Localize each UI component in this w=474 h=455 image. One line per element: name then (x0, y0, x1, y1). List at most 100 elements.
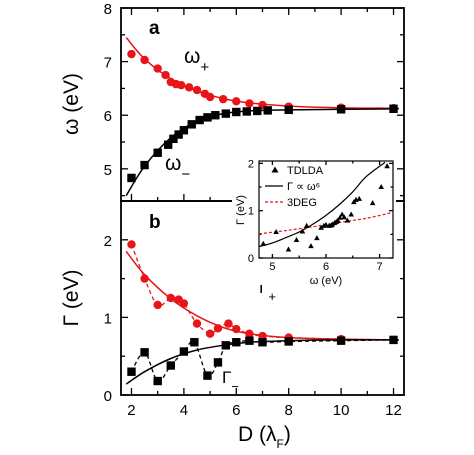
x-axis-label: D (λF) (238, 423, 291, 451)
data-point (140, 160, 149, 170)
panel-a-y-tick-labels: 5 6 7 8 (104, 1, 112, 179)
inset-x-tick-labels: 5 6 7 (269, 261, 382, 273)
x-tick-label: 7 (377, 261, 383, 273)
data-point (336, 336, 346, 345)
data-point (232, 324, 241, 334)
data-point (369, 200, 376, 206)
x-tick-label: 5 (269, 261, 275, 273)
panel-b-y-tick-labels: 0 1 2 (104, 233, 112, 405)
data-point (211, 111, 220, 120)
data-point (258, 338, 267, 347)
data-point (232, 97, 241, 106)
data-point (213, 324, 223, 333)
data-point (303, 222, 310, 228)
data-point (339, 211, 345, 217)
data-point (221, 341, 231, 350)
data-point (245, 336, 254, 345)
x-tick-label: 6 (232, 402, 240, 419)
x-tick-label: 2 (127, 402, 135, 419)
gamma-minus-label: Γ− (222, 368, 239, 394)
data-point (356, 195, 363, 201)
data-point (166, 293, 175, 303)
y-tick-label: 2 (248, 158, 254, 170)
data-point (284, 337, 293, 346)
data-point (263, 106, 272, 115)
data-point (195, 115, 204, 125)
data-point (232, 338, 241, 347)
data-point (153, 376, 162, 386)
data-point (192, 85, 202, 95)
data-point (260, 240, 267, 246)
data-point (153, 64, 162, 73)
data-point (177, 81, 186, 90)
legend-tdlda-marker (271, 166, 279, 173)
data-point (140, 348, 149, 357)
y-tick-label: 1 (104, 310, 112, 327)
data-point (140, 274, 149, 283)
data-point (153, 148, 162, 157)
data-point (205, 92, 215, 102)
data-point (348, 211, 354, 217)
inset-y-axis-label: Γ (eV) (235, 195, 247, 225)
data-point (336, 105, 346, 114)
panel-b-ticks (121, 200, 404, 396)
inset-legend: TDLDA Γ ∝ ω⁶ 3DEG (265, 165, 324, 209)
data-point (166, 361, 175, 370)
omega-minus-label: ω− (165, 152, 190, 183)
legend-fit-label: Γ ∝ ω⁶ (287, 181, 320, 193)
data-point (184, 83, 194, 92)
panel-b-plot-area: 012 2 4 6 8 10 12 b Γ+ Γ− Γ (eV) D (λF) (60, 200, 405, 451)
data-point (140, 55, 149, 65)
data-point (314, 235, 320, 241)
data-dashed-1 (130, 339, 394, 382)
data-point (293, 236, 300, 243)
fit-curve-0 (125, 250, 399, 341)
panel-a-markers (127, 49, 398, 183)
data-point (218, 94, 228, 104)
legend-3deg-label: 3DEG (287, 197, 317, 209)
data-point (161, 70, 170, 80)
data-point (174, 130, 183, 139)
data-dashed-0 (130, 244, 394, 341)
y-tick-label: 8 (104, 1, 112, 18)
data-point (224, 319, 233, 328)
y-tick-label: 0 (104, 388, 112, 405)
data-point (179, 126, 189, 135)
inset-frame (258, 160, 394, 259)
data-point (284, 105, 293, 115)
data-point (187, 120, 196, 129)
data-point (221, 109, 231, 118)
data-point (344, 217, 351, 223)
inset-markers (260, 163, 390, 252)
x-tick-label: 10 (333, 402, 350, 419)
data-point (192, 319, 202, 328)
panel-a-y-axis-label: ω (eV) (60, 73, 83, 135)
data-point (242, 107, 251, 116)
panel-b-markers (127, 240, 398, 386)
data-point (205, 329, 215, 338)
omega-plus-label: ω+ (184, 45, 209, 76)
data-point (245, 329, 254, 338)
data-point (203, 113, 212, 122)
panel-b-y-axis-label: Γ (eV) (60, 269, 83, 326)
data-point (285, 246, 292, 252)
data-point (245, 99, 254, 108)
data-point (318, 224, 324, 230)
data-point (299, 228, 306, 234)
data-point (203, 371, 212, 380)
data-point (337, 214, 343, 220)
panel-b-label: b (149, 212, 161, 233)
data-point (179, 299, 189, 308)
inset-line-1 (258, 161, 386, 248)
data-point (190, 338, 199, 347)
inset-plot-area: 0 1 2 5 6 7 Γ (eV) ω (eV) TDLDA Γ ∝ ω⁶ 3DEG (232, 158, 396, 287)
data-point (384, 163, 390, 169)
inset-y-tick-labels: 0 1 2 (248, 158, 254, 265)
data-point (273, 228, 279, 234)
x-tick-label: 8 (285, 402, 293, 419)
data-point (127, 173, 136, 183)
y-tick-label: 1 (248, 206, 254, 218)
y-tick-label: 7 (104, 55, 112, 72)
data-point (308, 243, 314, 249)
